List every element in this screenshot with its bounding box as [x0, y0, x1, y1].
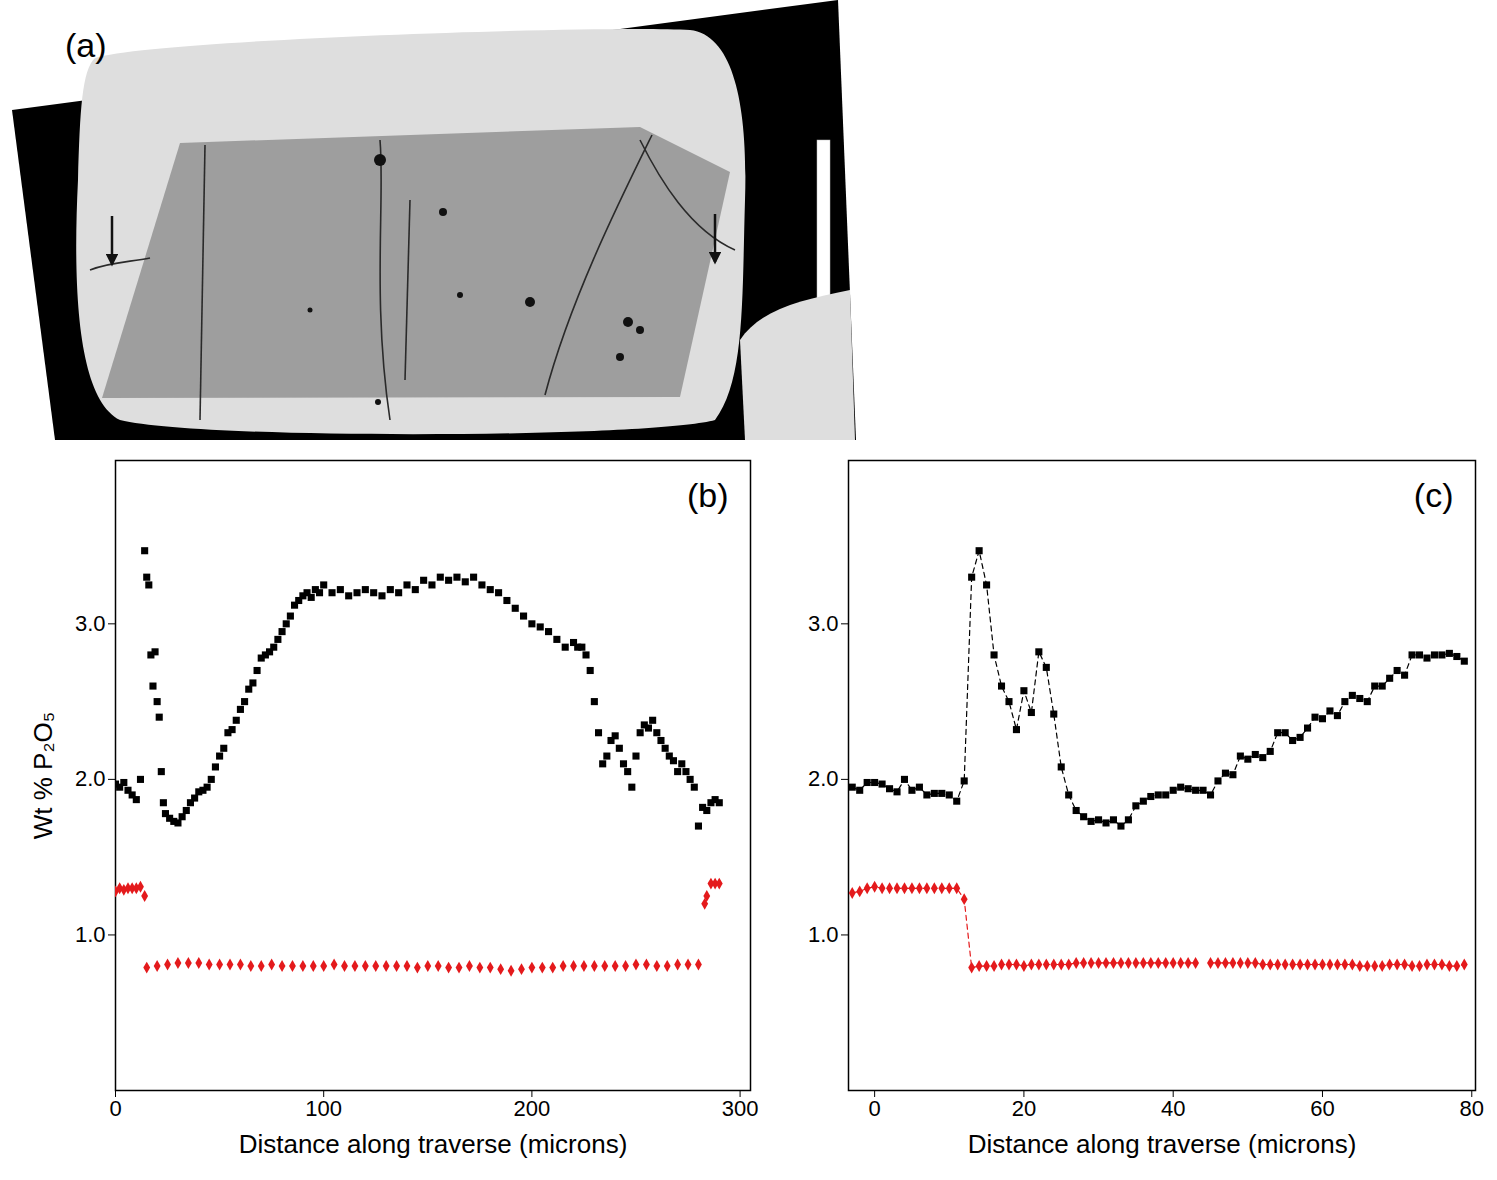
svg-text:1.0: 1.0 [808, 922, 839, 947]
svg-text:0: 0 [109, 1096, 121, 1121]
svg-text:80: 80 [1460, 1096, 1484, 1121]
svg-text:100: 100 [305, 1096, 342, 1121]
svg-text:40: 40 [1161, 1096, 1185, 1121]
svg-text:2.0: 2.0 [808, 766, 839, 791]
svg-text:1.0: 1.0 [75, 922, 106, 947]
svg-text:3.0: 3.0 [808, 611, 839, 636]
svg-text:Wt % P₂O₅: Wt % P₂O₅ [28, 712, 58, 839]
svg-text:(b): (b) [687, 476, 729, 514]
svg-text:(a): (a) [65, 26, 107, 64]
svg-text:200: 200 [514, 1096, 551, 1121]
svg-text:60: 60 [1310, 1096, 1334, 1121]
svg-text:Distance along traverse (micro: Distance along traverse (microns) [968, 1129, 1357, 1159]
svg-text:20: 20 [1012, 1096, 1036, 1121]
svg-text:3.0: 3.0 [75, 611, 106, 636]
svg-text:(c): (c) [1414, 476, 1454, 514]
svg-text:Distance along traverse (micro: Distance along traverse (microns) [239, 1129, 628, 1159]
svg-text:300: 300 [722, 1096, 759, 1121]
svg-text:2.0: 2.0 [75, 766, 106, 791]
svg-text:0: 0 [869, 1096, 881, 1121]
